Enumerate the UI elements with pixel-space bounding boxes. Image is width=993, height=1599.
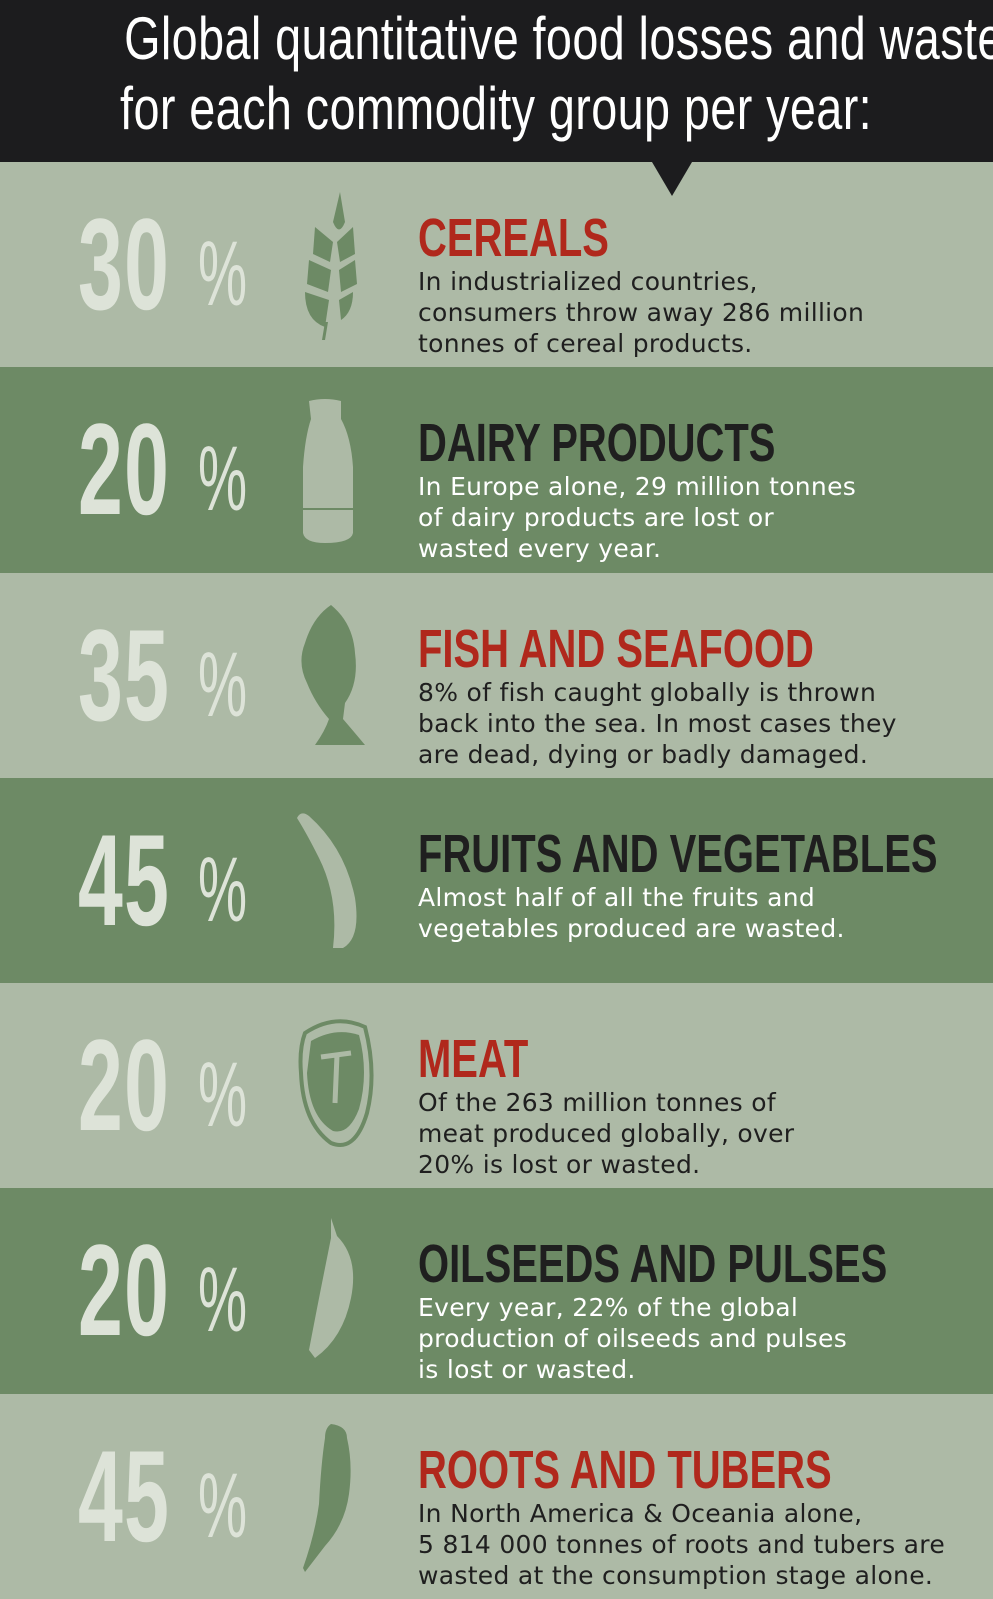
percent-sign: % — [198, 1249, 248, 1352]
commodity-description: Almost half of all the fruits and vegeta… — [418, 882, 845, 943]
percent-number: 20 — [78, 1217, 171, 1364]
commodity-row-meat: 20% MEAT Of the 263 million tonnes of me… — [0, 983, 993, 1189]
wheat-icon — [295, 192, 375, 342]
commodity-heading: CEREALS — [418, 208, 609, 268]
commodity-heading: FISH AND SEAFOOD — [418, 618, 814, 679]
commodity-heading: MEAT — [418, 1029, 529, 1090]
commodity-description: In Europe alone, 29 million tonnes of da… — [418, 472, 857, 564]
commodity-row-cereals: 30% CEREALS In industrialized countries,… — [0, 162, 993, 368]
commodity-heading: ROOTS AND TUBERS — [418, 1439, 832, 1500]
percent-value: 30% — [78, 191, 278, 337]
commodity-row-roots-and-tubers: 45% ROOTS AND TUBERS In North America & … — [0, 1393, 993, 1599]
percent-number: 20 — [78, 1012, 171, 1159]
percent-sign: % — [198, 1454, 248, 1557]
percent-value: 45% — [78, 806, 278, 953]
percent-value: 45% — [78, 1422, 278, 1569]
percent-number: 45 — [78, 806, 171, 953]
percent-number: 45 — [78, 1422, 171, 1569]
header-pointer — [652, 162, 692, 196]
percent-sign: % — [198, 1044, 248, 1147]
commodity-text: ROOTS AND TUBERS In North America & Ocea… — [418, 1442, 978, 1591]
commodity-row-fruits-and-vegetables: 45% FRUITS AND VEGETABLES Almost half of… — [0, 777, 993, 984]
commodity-row-fish-and-seafood: 35% FISH AND SEAFOOD 8% of fish caught g… — [0, 572, 993, 778]
percent-sign: % — [198, 428, 248, 531]
percent-sign: % — [198, 633, 248, 736]
commodity-text: FRUITS AND VEGETABLES Almost half of all… — [418, 826, 978, 944]
percent-value: 20% — [78, 396, 278, 543]
commodity-description: Of the 263 million tonnes of meat produc… — [418, 1088, 795, 1180]
commodity-heading: OILSEEDS AND PULSES — [418, 1234, 888, 1295]
percent-number: 35 — [78, 601, 171, 748]
commodity-heading: DAIRY PRODUCTS — [418, 413, 776, 474]
steak-icon — [295, 1013, 375, 1163]
root-icon — [295, 1423, 375, 1574]
percent-number: 20 — [78, 396, 171, 543]
commodity-text: CEREALS In industrialized countries, con… — [418, 210, 978, 359]
header: Global quantitative food losses and wast… — [0, 0, 993, 196]
percent-sign: % — [198, 838, 248, 941]
commodity-text: FISH AND SEAFOOD 8% of fish caught globa… — [418, 621, 978, 770]
commodity-text: OILSEEDS AND PULSES Every year, 22% of t… — [418, 1236, 978, 1385]
commodity-row-oilseeds-and-pulses: 20% OILSEEDS AND PULSES Every year, 22% … — [0, 1188, 993, 1394]
commodity-text: MEAT Of the 263 million tonnes of meat p… — [418, 1031, 978, 1180]
commodity-description: 8% of fish caught globally is thrown bac… — [418, 677, 897, 769]
percent-sign: % — [198, 223, 248, 325]
milk-bottle-icon — [295, 397, 375, 547]
percent-value: 20% — [78, 1012, 278, 1159]
title-line-1: Global quantitative food losses and wast… — [124, 5, 993, 72]
commodity-description: In North America & Oceania alone, 5 814 … — [418, 1498, 946, 1590]
commodity-description: In industrialized countries, consumers t… — [418, 267, 865, 358]
fish-icon — [295, 603, 375, 753]
percent-value: 35% — [78, 601, 278, 748]
percent-number: 30 — [78, 191, 171, 337]
banana-icon — [295, 808, 375, 958]
title-line-2: for each commodity group per year: — [120, 75, 873, 142]
commodity-heading: FRUITS AND VEGETABLES — [418, 823, 938, 884]
commodity-description: Every year, 22% of the global production… — [418, 1293, 848, 1385]
commodity-text: DAIRY PRODUCTS In Europe alone, 29 milli… — [418, 415, 978, 564]
percent-value: 20% — [78, 1217, 278, 1364]
commodity-row-dairy-products: 20% DAIRY PRODUCTS In Europe alone, 29 m… — [0, 367, 993, 573]
pea-pod-icon — [295, 1218, 375, 1368]
